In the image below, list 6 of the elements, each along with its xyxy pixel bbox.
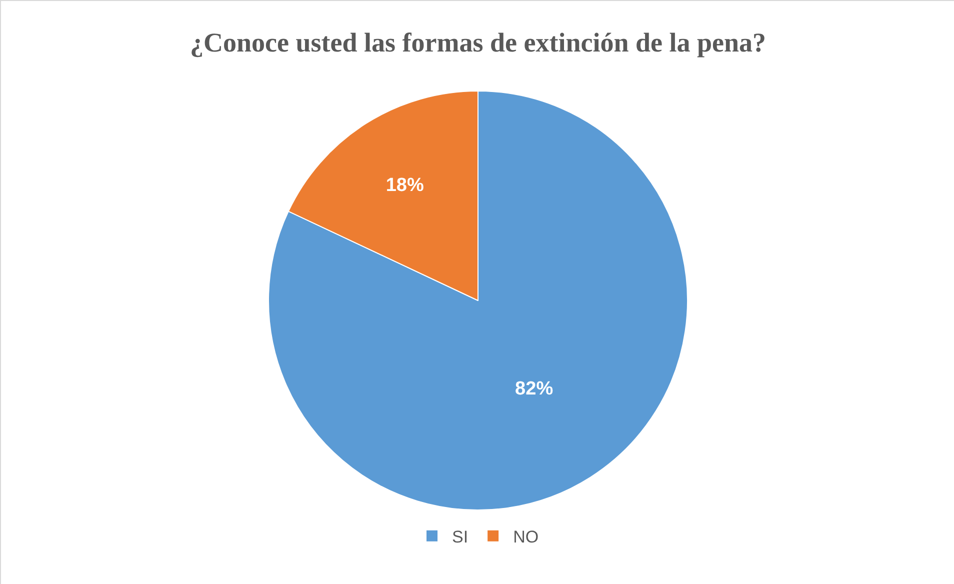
data-label: 82% (515, 378, 554, 400)
legend-label: NO (513, 528, 539, 547)
pie-slice (268, 90, 688, 510)
legend-label: SI (452, 528, 468, 547)
chart-title: ¿Conoce usted las formas de extinción de la pena? (190, 27, 766, 58)
data-label: 18% (386, 174, 424, 196)
